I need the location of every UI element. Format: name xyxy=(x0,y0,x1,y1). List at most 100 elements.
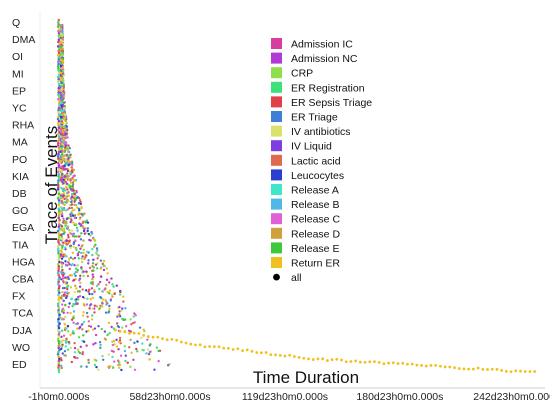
data-point xyxy=(155,346,159,349)
data-point xyxy=(63,109,66,112)
data-point xyxy=(92,245,96,248)
data-point xyxy=(62,101,66,104)
data-point xyxy=(73,355,76,359)
data-point xyxy=(88,292,91,296)
data-point xyxy=(56,328,60,332)
data-point xyxy=(97,368,100,371)
data-point xyxy=(73,256,77,260)
data-point xyxy=(64,281,67,284)
data-point xyxy=(149,343,152,346)
data-point xyxy=(69,333,72,337)
data-point xyxy=(57,179,60,182)
data-point xyxy=(57,247,60,251)
data-point xyxy=(78,295,82,298)
data-point xyxy=(57,38,61,42)
data-point xyxy=(92,238,95,241)
data-point xyxy=(63,168,67,171)
data-point xyxy=(94,333,98,337)
return-er-point xyxy=(118,329,122,333)
data-point xyxy=(62,83,66,87)
data-point xyxy=(57,146,61,149)
data-point xyxy=(109,299,112,302)
data-point xyxy=(64,248,67,251)
return-er-point xyxy=(467,367,471,371)
data-point xyxy=(119,354,123,357)
data-point xyxy=(71,330,75,333)
data-point xyxy=(56,196,60,200)
data-point xyxy=(62,273,65,277)
data-point xyxy=(57,86,61,90)
data-point xyxy=(60,366,63,370)
legend-label: Release A xyxy=(291,185,339,197)
data-point xyxy=(57,97,60,101)
data-point xyxy=(59,101,63,105)
data-point xyxy=(58,205,61,209)
data-point xyxy=(90,318,94,321)
data-point xyxy=(58,210,61,213)
data-point xyxy=(87,324,91,328)
legend-swatch xyxy=(271,52,282,64)
legend-label: Release D xyxy=(291,228,340,240)
data-point xyxy=(92,343,95,346)
data-point xyxy=(59,147,63,151)
data-point xyxy=(57,278,60,281)
data-point xyxy=(108,331,112,335)
data-point xyxy=(57,333,61,336)
y-tick-label: TIA xyxy=(12,239,28,251)
return-er-point xyxy=(504,369,508,373)
return-er-point xyxy=(391,361,395,365)
data-point xyxy=(67,257,71,260)
data-point xyxy=(60,359,63,362)
data-point xyxy=(59,254,63,258)
data-point xyxy=(112,360,116,363)
data-point xyxy=(60,347,63,351)
return-er-point xyxy=(387,361,391,365)
data-point xyxy=(105,283,108,287)
y-tick-label: Q xyxy=(12,17,20,29)
legend-swatch xyxy=(271,169,282,181)
data-point xyxy=(67,178,70,181)
data-point xyxy=(57,172,61,176)
data-point xyxy=(91,283,95,286)
legend-label: Release E xyxy=(291,243,339,255)
data-point xyxy=(105,278,109,282)
data-point xyxy=(135,347,138,351)
data-point xyxy=(118,315,122,318)
data-point xyxy=(68,267,71,271)
data-point xyxy=(60,237,63,241)
data-point xyxy=(73,235,76,238)
data-point xyxy=(57,298,60,301)
legend-label: CRP xyxy=(291,68,313,80)
data-point xyxy=(56,181,60,185)
return-er-point xyxy=(439,364,442,368)
data-point xyxy=(87,232,91,236)
data-point xyxy=(77,336,81,339)
data-point xyxy=(56,133,60,136)
data-point xyxy=(79,202,83,206)
data-point xyxy=(69,213,72,216)
data-point xyxy=(64,345,67,348)
data-point xyxy=(71,183,75,186)
data-point xyxy=(82,310,85,314)
data-point xyxy=(99,259,103,262)
data-point xyxy=(89,234,92,237)
data-point xyxy=(61,150,64,153)
data-point xyxy=(57,49,61,53)
return-er-point xyxy=(137,332,141,335)
y-tick-label: CBA xyxy=(12,274,34,286)
data-point xyxy=(67,154,70,158)
data-point xyxy=(74,247,78,250)
data-point xyxy=(64,220,68,224)
data-point xyxy=(112,285,115,288)
data-point xyxy=(63,128,67,132)
return-er-point xyxy=(132,331,136,335)
return-er-point xyxy=(340,358,343,362)
data-point xyxy=(60,228,64,232)
data-point xyxy=(138,326,142,329)
data-point xyxy=(142,328,145,331)
data-point xyxy=(58,276,61,279)
data-point xyxy=(94,341,97,345)
data-point xyxy=(56,128,60,132)
data-point xyxy=(58,315,61,319)
data-point xyxy=(116,359,120,362)
